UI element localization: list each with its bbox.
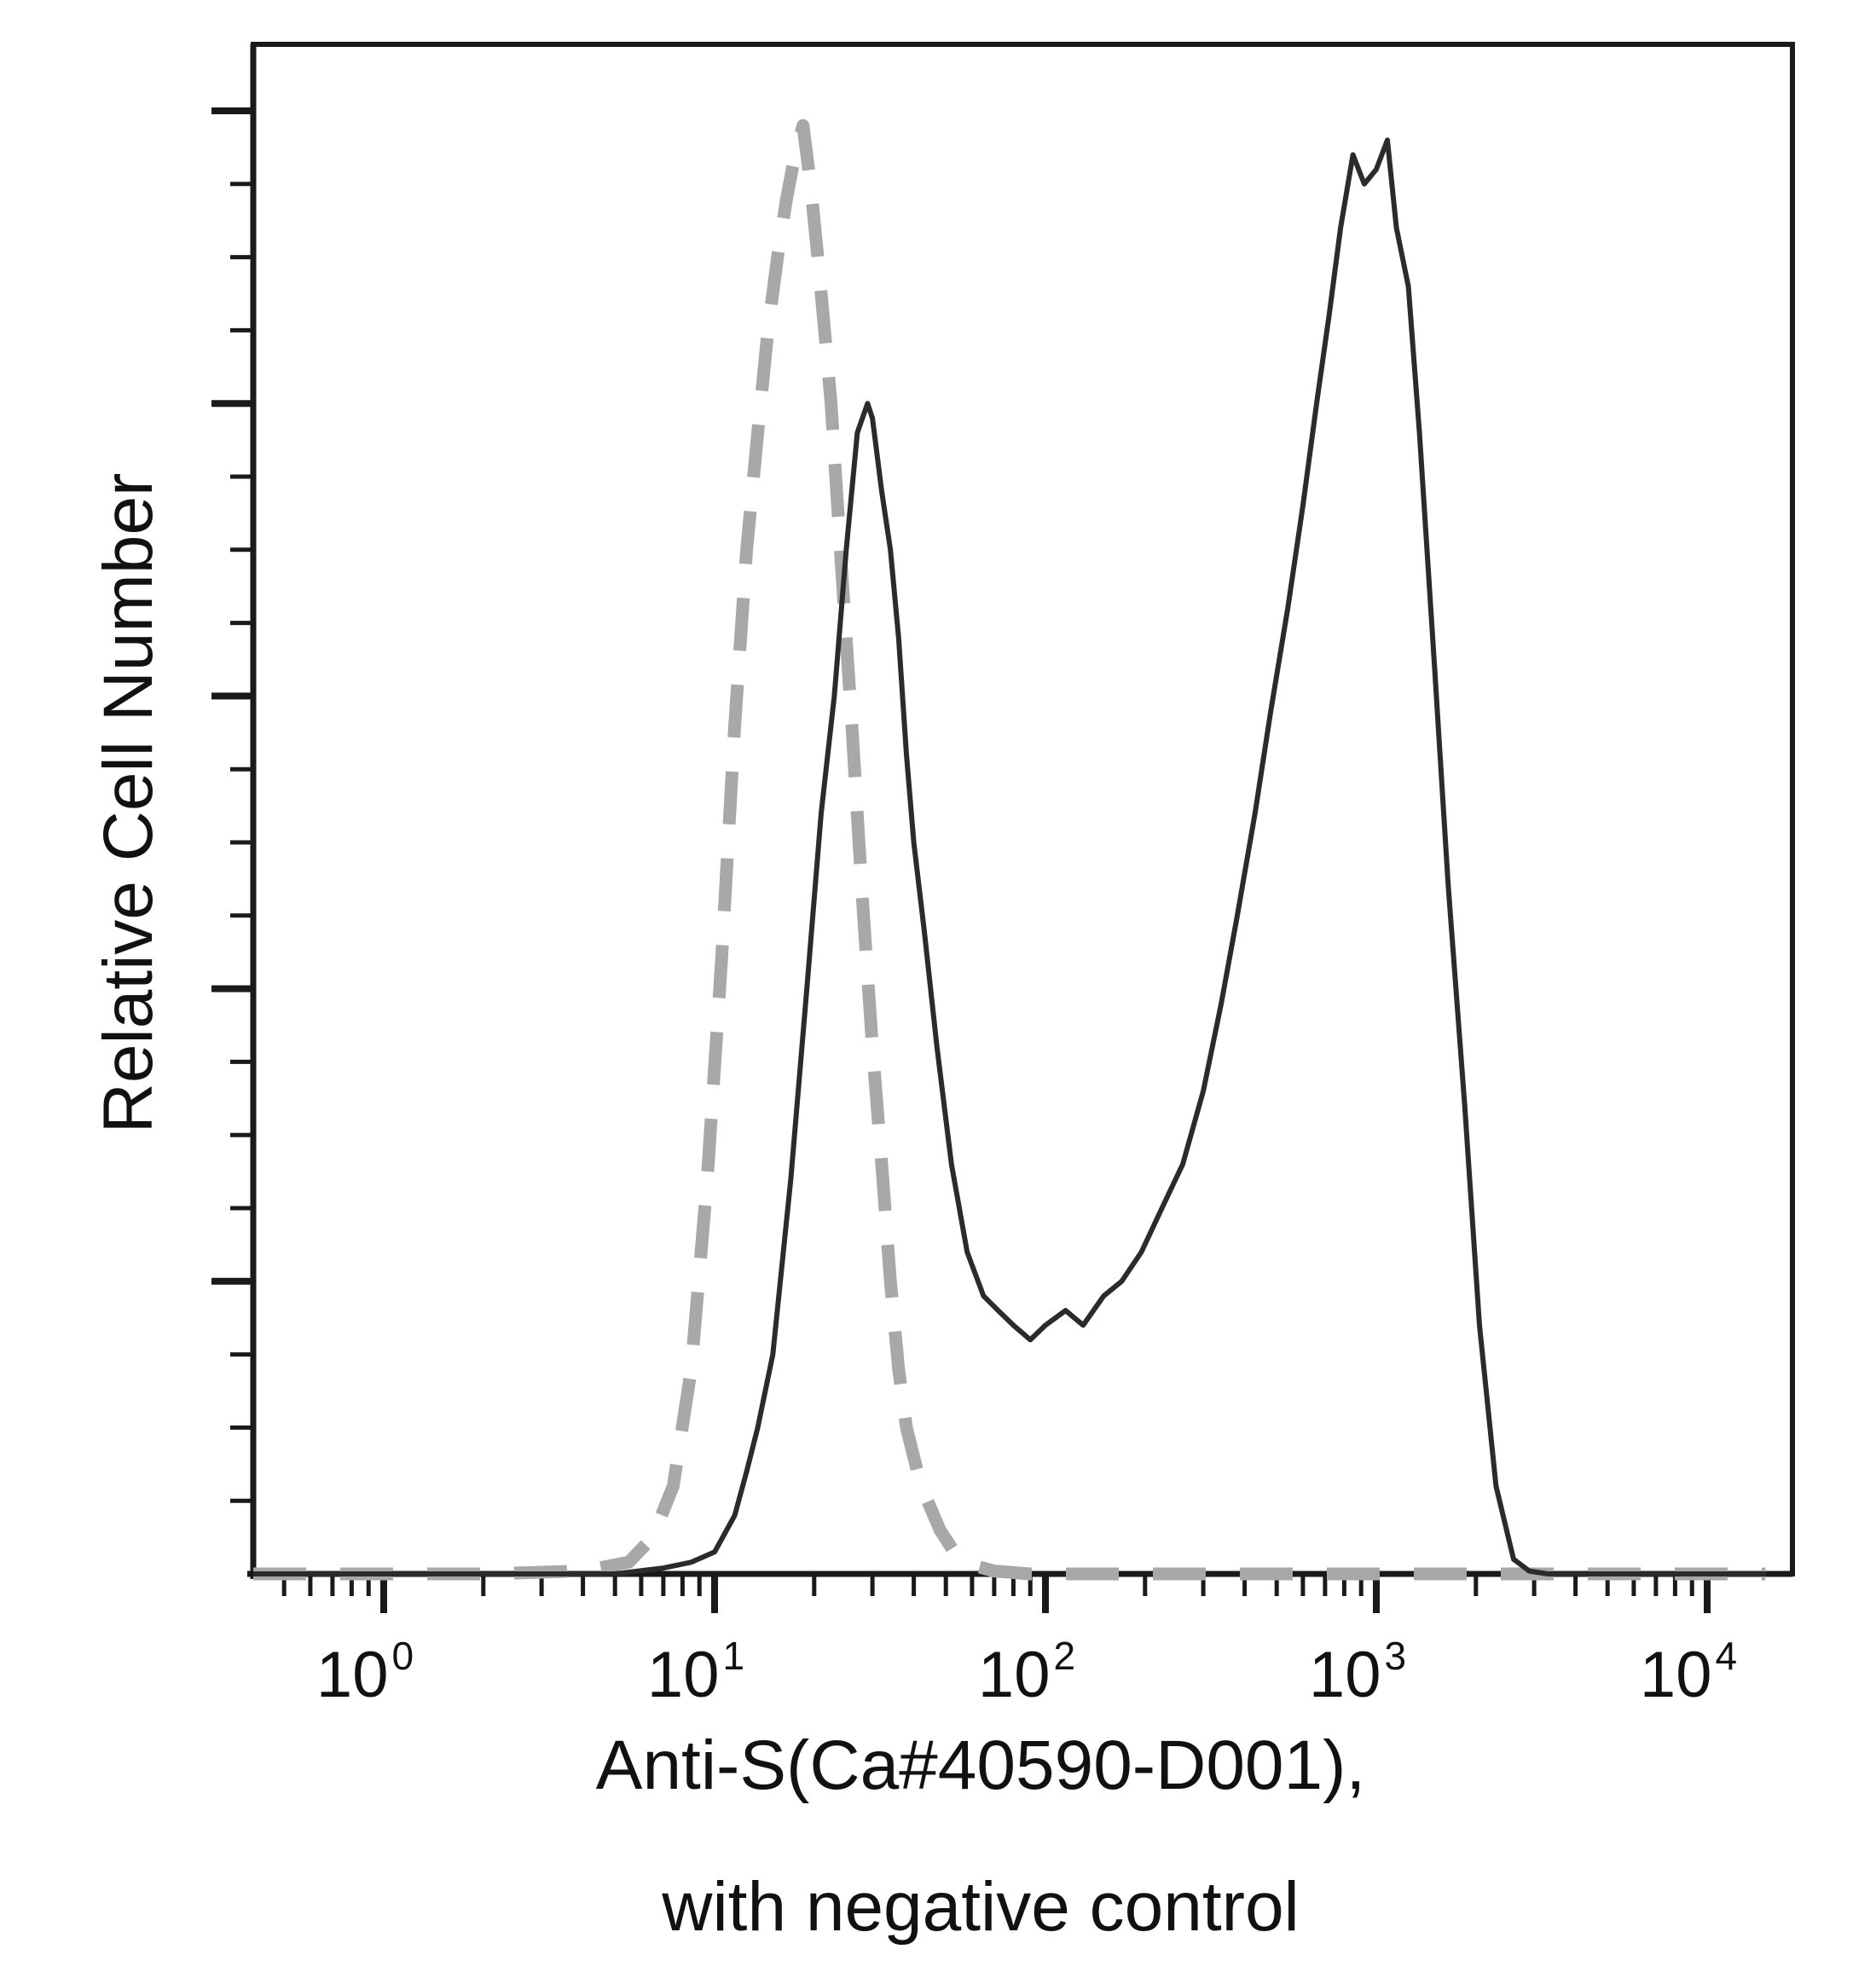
y-axis-title: Relative Cell Number [90,473,167,1134]
x-axis-title: Anti-S(Ca#40590-D001), [596,1727,1365,1804]
x-tick-label: 100 [316,1634,414,1711]
y-axis-ticks [211,107,253,1503]
x-tick-label: 102 [978,1634,1075,1711]
series-lines [253,119,1766,1581]
x-axis-title-line2: with negative control [661,1868,1300,1946]
x-tick-label: 104 [1640,1634,1737,1711]
x-tick-label: 103 [1309,1634,1406,1711]
x-axis-ticks [281,1574,1711,1613]
sample-line [253,137,1766,1576]
plot-frame [251,42,1795,1576]
x-tick-label: 101 [647,1634,744,1711]
negative-control-line [253,119,1766,1581]
x-tick-labels: 100 101 102 103 104 [316,1634,1737,1711]
